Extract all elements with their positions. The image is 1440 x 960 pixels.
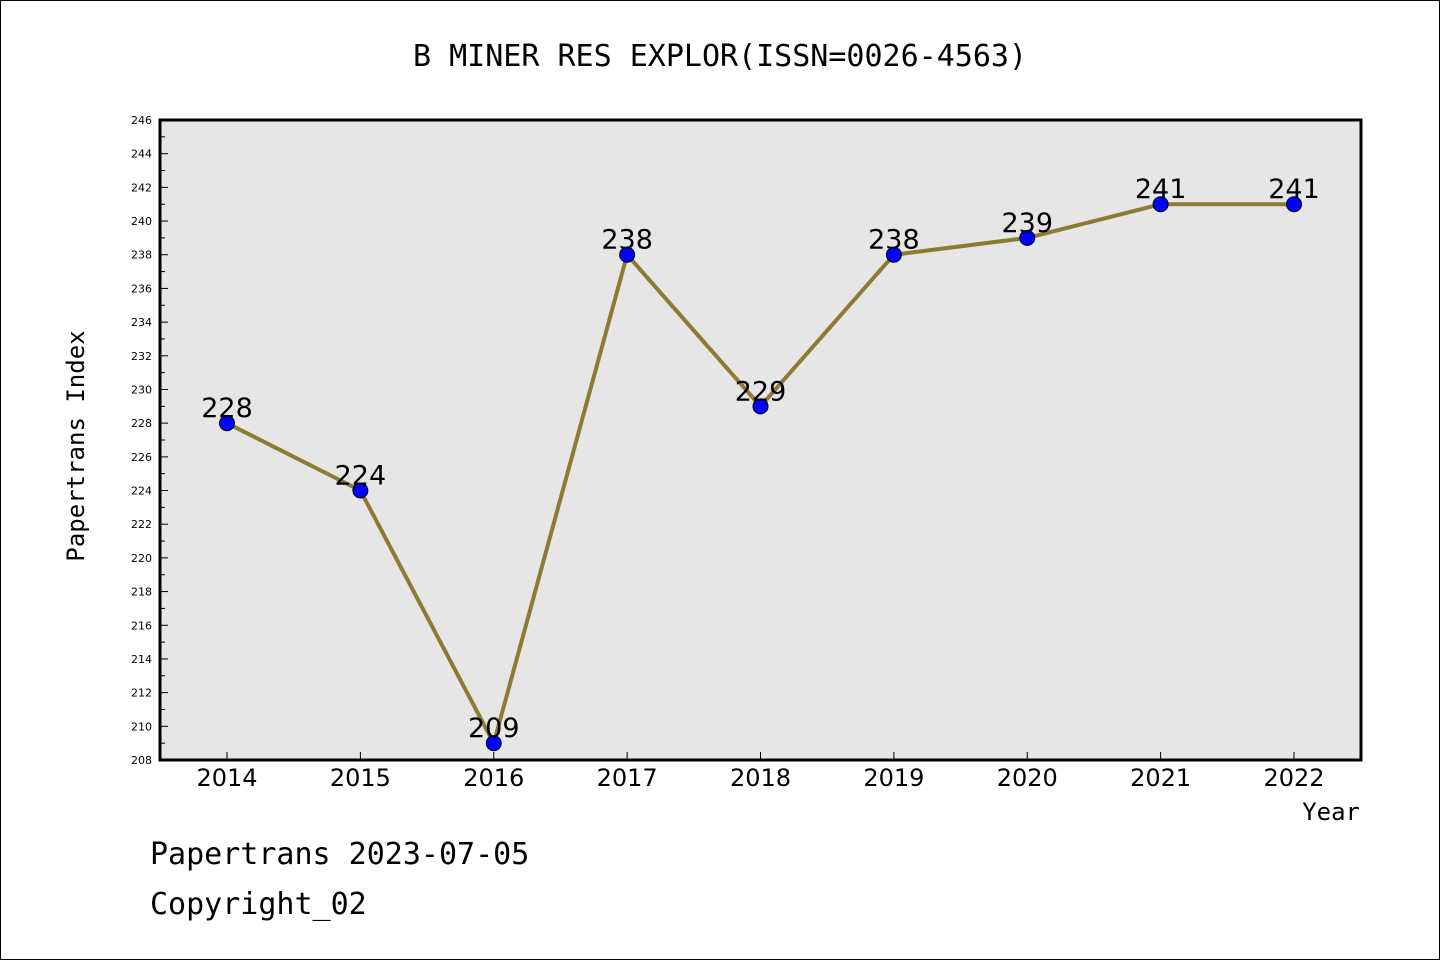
y-tick-label: 214: [131, 653, 152, 666]
data-label: 238: [601, 225, 653, 256]
data-label: 209: [468, 713, 520, 744]
x-tick-label: 2017: [597, 764, 658, 792]
y-tick-label: 230: [131, 383, 152, 396]
y-tick-label: 224: [131, 485, 152, 498]
data-point: [1019, 229, 1036, 246]
x-tick-label: 2016: [463, 764, 524, 792]
y-tick-label: 242: [131, 181, 152, 194]
x-tick-label: 2022: [1263, 764, 1324, 792]
y-axis-label: Papertrans Index: [62, 330, 90, 561]
x-tick-label: 2018: [730, 764, 791, 792]
y-tick-label: 234: [131, 316, 152, 329]
data-point: [619, 246, 636, 263]
data-label: 238: [868, 225, 920, 256]
x-axis: 2014 2015 2016 2017 2018 2019 2020 2021 2022: [196, 752, 1325, 792]
x-tick-label: 2014: [196, 764, 257, 792]
data-label: 241: [1268, 174, 1320, 205]
y-tick-label: 210: [131, 720, 152, 733]
x-tick-label: 2020: [997, 764, 1058, 792]
data-label: 239: [1001, 208, 1053, 239]
data-label: 228: [201, 393, 253, 424]
y-tick-label: 240: [131, 215, 152, 228]
data-label: 229: [735, 376, 787, 407]
y-tick-label: 220: [131, 552, 152, 565]
x-tick-label: 2015: [330, 764, 391, 792]
y-tick-label: 216: [131, 619, 152, 632]
y-tick-label: 218: [131, 586, 152, 599]
data-label: 224: [335, 461, 387, 492]
data-point: [352, 482, 369, 499]
x-tick-label: 2019: [863, 764, 924, 792]
data-label: 241: [1135, 174, 1187, 205]
data-point: [885, 246, 902, 263]
y-tick-label: 238: [131, 249, 152, 262]
chart-title: B MINER RES EXPLOR(ISSN=0026-4563): [413, 39, 1027, 74]
y-tick-label: 222: [131, 518, 152, 531]
y-tick-label: 226: [131, 451, 152, 464]
data-point: [1152, 196, 1169, 213]
data-point: [219, 415, 235, 432]
x-axis-label: Year: [1302, 798, 1360, 826]
x-tick-label: 2021: [1130, 764, 1191, 792]
y-tick-label: 232: [131, 350, 152, 363]
y-tick-label: 236: [131, 282, 152, 295]
footer-date: Papertrans 2023-07-05: [150, 837, 529, 872]
y-tick-label: 246: [131, 114, 152, 127]
y-tick-label: 244: [131, 148, 152, 161]
data-point: [485, 735, 502, 752]
y-tick-label: 212: [131, 687, 152, 700]
series-group: 228 224 209 238 229 238 239 241 241: [201, 174, 1320, 752]
y-axis: 208 210 212 214 216 218 220 222 224 226 228 230 232 2…: [131, 114, 168, 767]
footer-copyright: Copyright_02: [150, 887, 367, 922]
y-tick-label: 208: [131, 754, 152, 767]
plot-area: [158, 118, 1363, 762]
y-tick-label: 228: [131, 417, 152, 430]
data-point: [752, 398, 769, 415]
data-point: [1286, 196, 1302, 213]
